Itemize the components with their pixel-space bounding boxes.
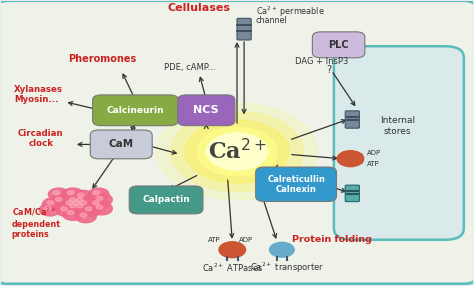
Circle shape <box>68 198 89 210</box>
Circle shape <box>51 194 72 207</box>
FancyBboxPatch shape <box>345 185 359 202</box>
Circle shape <box>88 198 109 210</box>
Circle shape <box>185 120 289 183</box>
FancyBboxPatch shape <box>255 167 337 202</box>
Circle shape <box>73 190 93 203</box>
Circle shape <box>72 201 92 213</box>
Text: Calcineurin: Calcineurin <box>107 106 164 115</box>
FancyBboxPatch shape <box>92 95 178 126</box>
FancyBboxPatch shape <box>345 111 359 128</box>
Text: CaM/Ca$^{2+}$
dependent
proteins: CaM/Ca$^{2+}$ dependent proteins <box>12 206 61 239</box>
Text: Pheromones: Pheromones <box>68 54 137 64</box>
Text: Protein folding: Protein folding <box>292 235 372 244</box>
Circle shape <box>67 211 74 215</box>
Circle shape <box>85 207 92 211</box>
Text: Ca$^{2+}$: Ca$^{2+}$ <box>208 139 266 164</box>
Text: NCS: NCS <box>193 105 219 115</box>
Circle shape <box>75 210 96 223</box>
Circle shape <box>56 204 77 217</box>
Text: Internal
stores: Internal stores <box>380 116 415 136</box>
Circle shape <box>206 133 268 170</box>
FancyBboxPatch shape <box>334 46 464 240</box>
Circle shape <box>76 198 83 202</box>
Circle shape <box>63 208 83 220</box>
Circle shape <box>92 201 99 205</box>
Circle shape <box>337 151 364 167</box>
Circle shape <box>61 198 82 210</box>
Text: ADP: ADP <box>238 237 253 243</box>
Text: Xylanases
Myosin...: Xylanases Myosin... <box>14 85 63 104</box>
Text: DAG + InsP3: DAG + InsP3 <box>295 57 349 66</box>
Circle shape <box>61 207 67 211</box>
Circle shape <box>96 196 103 200</box>
FancyBboxPatch shape <box>90 130 152 159</box>
Text: ADP: ADP <box>367 150 381 156</box>
Circle shape <box>44 206 51 210</box>
Text: Calreticullin
Calnexin: Calreticullin Calnexin <box>267 174 325 194</box>
Circle shape <box>65 201 85 213</box>
Circle shape <box>72 195 92 208</box>
Text: ATP: ATP <box>367 161 380 167</box>
Circle shape <box>75 198 96 210</box>
Circle shape <box>96 205 103 209</box>
Circle shape <box>76 204 83 208</box>
Circle shape <box>73 201 80 205</box>
Text: Ca$^{2+}$ permeable: Ca$^{2+}$ permeable <box>256 5 325 19</box>
Circle shape <box>91 194 112 206</box>
Circle shape <box>70 204 76 208</box>
Circle shape <box>171 112 303 191</box>
Circle shape <box>81 204 101 217</box>
Circle shape <box>270 242 294 257</box>
Circle shape <box>39 203 60 216</box>
Text: PDE, cAMP...: PDE, cAMP... <box>164 63 216 72</box>
FancyBboxPatch shape <box>129 186 203 214</box>
Circle shape <box>48 188 69 200</box>
Text: Calpactin: Calpactin <box>142 195 190 204</box>
Text: ?: ? <box>327 65 332 76</box>
Circle shape <box>43 198 63 210</box>
Circle shape <box>93 191 100 195</box>
Circle shape <box>66 201 73 205</box>
Circle shape <box>53 191 60 195</box>
Text: Circadian
clock: Circadian clock <box>18 129 64 148</box>
Text: ATP: ATP <box>208 237 220 243</box>
Circle shape <box>156 103 318 200</box>
Text: channel: channel <box>256 16 288 25</box>
Circle shape <box>77 193 84 197</box>
Circle shape <box>47 201 54 205</box>
Text: PLC: PLC <box>328 40 349 50</box>
Circle shape <box>55 197 62 201</box>
FancyBboxPatch shape <box>178 95 235 126</box>
Text: Ca$^{2+}$ transporter: Ca$^{2+}$ transporter <box>249 261 324 275</box>
Circle shape <box>63 188 83 200</box>
Circle shape <box>65 195 85 208</box>
Circle shape <box>80 201 87 205</box>
Text: Ca$^{2+}$ ATPases: Ca$^{2+}$ ATPases <box>201 262 263 275</box>
FancyBboxPatch shape <box>312 32 365 58</box>
FancyBboxPatch shape <box>237 18 251 40</box>
Circle shape <box>67 191 74 195</box>
Circle shape <box>80 213 87 217</box>
Circle shape <box>91 202 112 215</box>
Circle shape <box>70 198 76 202</box>
Circle shape <box>219 242 246 258</box>
Circle shape <box>197 127 277 176</box>
Text: CaM: CaM <box>109 139 134 149</box>
Circle shape <box>88 188 109 200</box>
Text: Cellulases: Cellulases <box>168 3 231 13</box>
